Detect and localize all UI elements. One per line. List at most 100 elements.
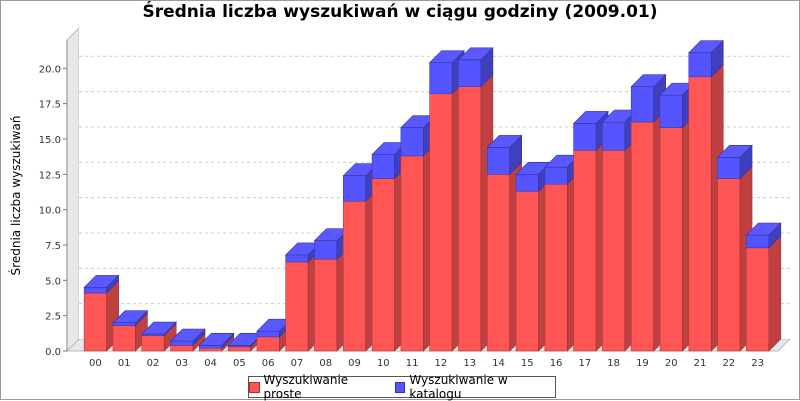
legend: Wyszukiwanie proste Wyszukiwanie w katal… <box>248 373 556 401</box>
bar-catalog-front <box>458 59 482 87</box>
y-tick-label: 0.0 <box>45 347 61 358</box>
plot-left-wall <box>66 26 80 353</box>
bar-catalog-front <box>314 240 338 260</box>
x-tick-label: 21 <box>694 358 707 369</box>
bar-simple-front <box>199 347 223 352</box>
bar-catalog-front <box>515 173 539 192</box>
bar-catalog-front <box>371 154 395 179</box>
bar-simple-front <box>400 155 424 352</box>
x-tick-label: 02 <box>147 358 160 369</box>
bar-catalog-top <box>745 222 782 236</box>
y-tick-label: 15.0 <box>39 135 61 146</box>
bar-simple-front <box>515 190 539 352</box>
bar-catalog-front <box>83 287 107 294</box>
bar-catalog-front <box>659 94 683 128</box>
legend-item-simple: Wyszukiwanie proste <box>249 373 383 401</box>
bar-simple-front <box>688 76 712 352</box>
bar-catalog-top <box>198 333 235 346</box>
x-tick-label: 06 <box>262 358 275 369</box>
y-axis-label: Średnia liczba wyszukiwań <box>8 116 23 276</box>
y-tick-label: 17.5 <box>39 100 61 111</box>
x-tick-label: 15 <box>521 358 534 369</box>
bar-simple-front <box>141 335 165 352</box>
bar-simple-front <box>573 149 597 352</box>
legend-swatch-catalog <box>394 381 406 393</box>
bar-catalog-front <box>342 175 367 202</box>
bar-catalog-front <box>112 322 136 326</box>
x-tick-label: 08 <box>319 358 332 369</box>
bar-simple-front <box>112 325 136 352</box>
bar-catalog-front <box>688 52 712 78</box>
bar-catalog-front <box>746 234 770 249</box>
bar-catalog-front <box>717 157 741 179</box>
bar-catalog-front <box>256 330 280 338</box>
bar-simple-front <box>371 178 395 352</box>
bar-catalog-top <box>457 47 494 61</box>
y-tick-label: 12.5 <box>39 170 61 181</box>
legend-swatch-simple <box>249 381 260 393</box>
bar-catalog-top <box>716 145 753 158</box>
x-tick-label: 17 <box>578 358 591 369</box>
y-tick-label: 5.0 <box>45 276 61 287</box>
x-tick-label: 20 <box>665 358 678 369</box>
bar-catalog-front <box>170 340 194 346</box>
bar-catalog-top <box>486 135 523 148</box>
y-tick-label: 20.0 <box>39 64 61 75</box>
x-tick-label: 04 <box>204 358 217 369</box>
bar-simple-front <box>630 121 654 352</box>
bar-simple-front <box>227 346 251 352</box>
bar-catalog-top <box>630 74 667 87</box>
bar-catalog-top <box>169 328 206 342</box>
x-tick-label: 12 <box>435 358 448 369</box>
bar-simple-front <box>717 178 741 352</box>
bar-catalog-front <box>400 127 424 157</box>
legend-item-catalog: Wyszukiwanie w katalogu <box>394 373 555 401</box>
bar-catalog-front <box>630 86 654 123</box>
bar-catalog-top <box>83 275 120 288</box>
x-tick-label: 22 <box>722 358 735 369</box>
bar-simple-front <box>429 93 453 352</box>
bar-catalog-top <box>688 40 724 54</box>
x-tick-label: 16 <box>550 358 563 369</box>
x-tick-label: 13 <box>463 358 476 369</box>
legend-label-catalog: Wyszukiwanie w katalogu <box>409 373 508 401</box>
x-tick-label: 11 <box>406 358 419 369</box>
bar-simple-front <box>83 292 107 352</box>
bar-catalog-front <box>285 254 309 263</box>
chart-title: Średnia liczba wyszukiwań w ciągu godzin… <box>142 2 658 22</box>
bar-catalog-top <box>112 310 149 324</box>
bar-simple-front <box>746 247 770 352</box>
bar-simple-front <box>486 173 511 352</box>
bar-catalog-top <box>428 50 465 63</box>
bar-catalog-front <box>573 123 597 151</box>
bar-catalog-top <box>141 321 177 335</box>
x-tick-label: 23 <box>751 358 764 369</box>
y-tick-label: 7.5 <box>45 241 61 252</box>
bar-simple-side <box>768 235 782 352</box>
bar-catalog-front <box>429 62 453 95</box>
x-tick-label: 09 <box>348 358 361 369</box>
bar-catalog-front <box>199 345 223 349</box>
y-tick-label: 2.5 <box>45 312 61 323</box>
y-tick-label: 10.0 <box>39 206 61 217</box>
bar-catalog-front <box>544 166 568 185</box>
x-tick-label: 01 <box>118 358 131 369</box>
x-tick-label: 18 <box>607 358 620 369</box>
bar-simple-front <box>314 258 338 352</box>
bar-catalog-front <box>602 121 626 151</box>
x-tick-label: 05 <box>233 358 246 369</box>
bar-catalog-front <box>486 147 511 175</box>
x-tick-label: 07 <box>291 358 304 369</box>
bar-simple-front <box>285 261 309 352</box>
x-tick-label: 14 <box>492 358 505 369</box>
bar-simple-front <box>342 200 367 352</box>
bar-simple-front <box>544 183 568 352</box>
bar-simple-front <box>256 336 280 352</box>
bar-simple-front <box>458 86 482 352</box>
x-tick-label: 19 <box>636 358 649 369</box>
bar-catalog-top <box>572 111 609 124</box>
bar-simple-front <box>602 149 626 352</box>
bar-simple-front <box>659 127 683 352</box>
x-tick-label: 03 <box>175 358 188 369</box>
